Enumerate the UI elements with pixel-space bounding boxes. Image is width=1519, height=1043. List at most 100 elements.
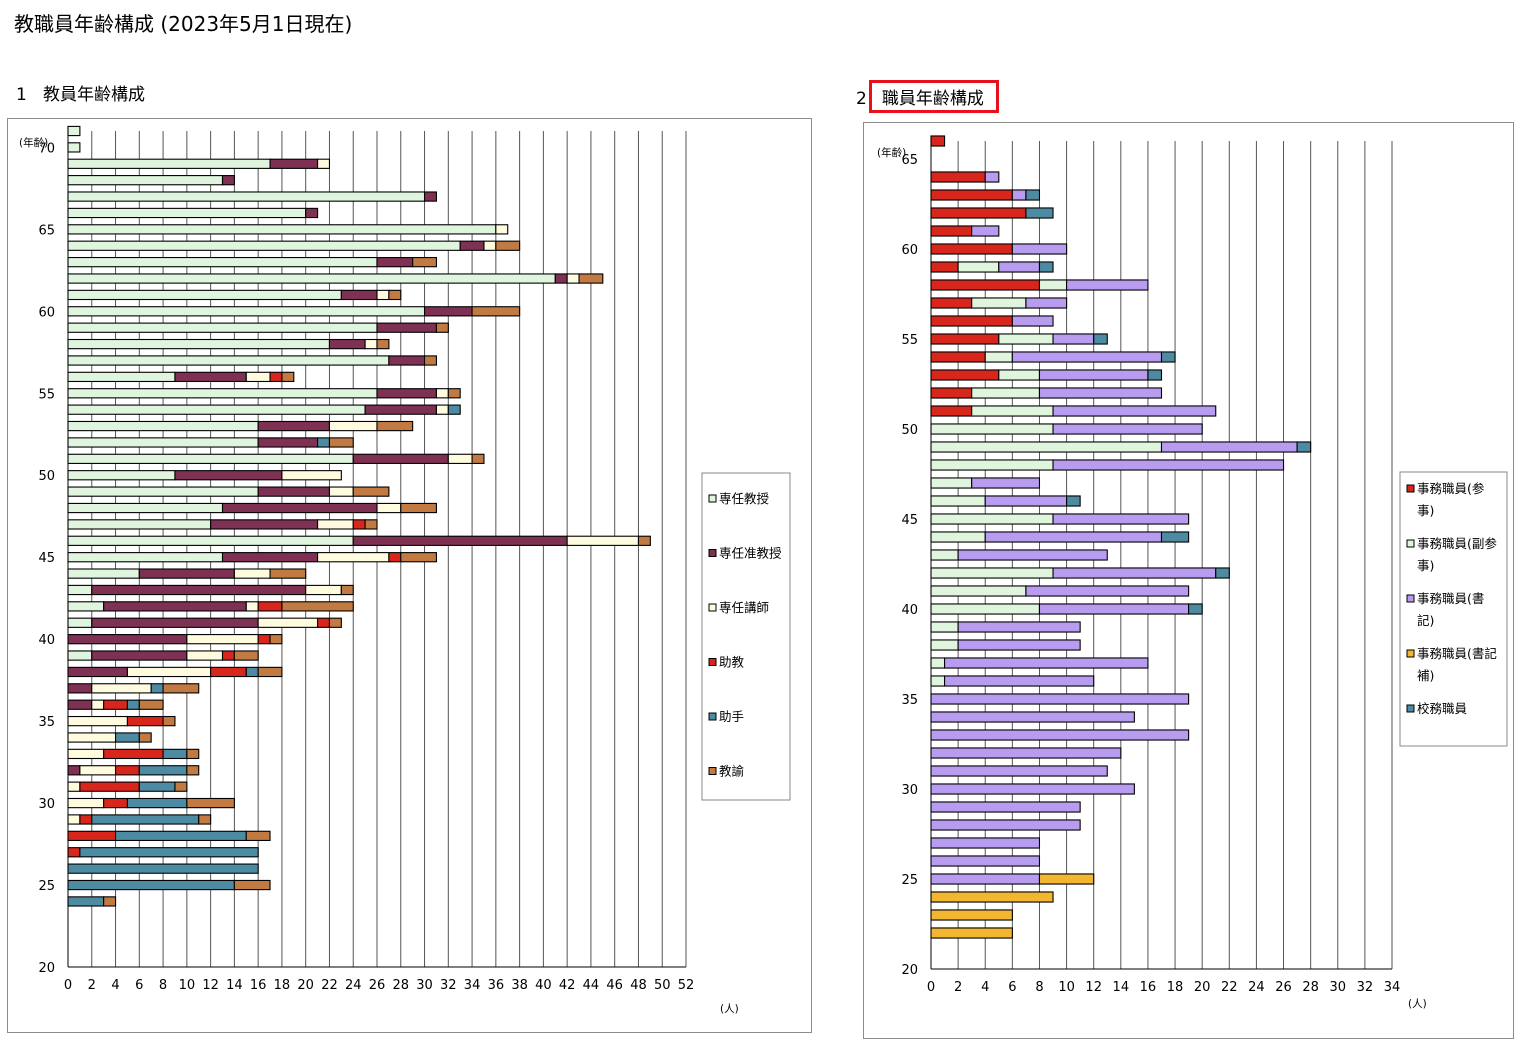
bar-0-age62-s5 — [578, 273, 604, 284]
bar-0-age31-s4 — [138, 781, 176, 792]
bar-0-age32-s2 — [79, 765, 117, 776]
bar-0-age55-s5 — [447, 388, 461, 399]
bar-1-age44-s4 — [1160, 531, 1190, 543]
bar-1-age25-s3 — [1038, 873, 1095, 885]
bar-0-age45-s3 — [388, 552, 402, 563]
y-tick-label: 20 — [38, 961, 55, 976]
bar-0-age47-s2 — [317, 519, 354, 530]
y-tick-label: 45 — [38, 551, 55, 566]
bar-0-age48-s1 — [221, 502, 378, 514]
x-tick-label: 36 — [488, 978, 505, 993]
x-tick-label: 12 — [1085, 980, 1102, 995]
bar-0-age52-s5 — [328, 437, 354, 448]
bar-1-age28-s2 — [930, 819, 1081, 831]
bar-1-age39-s1 — [930, 621, 959, 633]
bar-0-age36-s2 — [91, 699, 105, 710]
bar-0-age51-s0 — [67, 453, 354, 464]
bar-1-age25-s2 — [930, 873, 1041, 885]
x-tick-label: 32 — [1357, 980, 1374, 995]
bar-0-age57-s0 — [67, 355, 390, 366]
bar-1-age51-s1 — [971, 405, 1054, 417]
bar-1-age52-s0 — [930, 387, 973, 399]
x-tick-label: 20 — [297, 978, 314, 993]
bar-1-age52-s1 — [971, 387, 1041, 399]
bar-0-age68-s0 — [67, 175, 224, 186]
bar-0-age27-s3 — [67, 847, 81, 858]
bar-0-age68-s1 — [221, 175, 235, 186]
bar-0-age57-s1 — [388, 355, 426, 366]
bar-0-age44-s0 — [67, 568, 140, 579]
bar-0-age42-s5 — [281, 601, 354, 612]
bar-0-age40-s5 — [269, 634, 283, 645]
bar-0-age63-s0 — [67, 256, 378, 268]
bar-0-age46-s5 — [637, 535, 651, 546]
bar-0-age55-s2 — [435, 388, 449, 399]
y-tick-label: 70 — [38, 141, 55, 156]
bar-0-age64-s5 — [495, 240, 521, 251]
bar-0-age27-s4 — [79, 847, 259, 858]
y-tick-label: 60 — [38, 305, 55, 320]
bar-1-age50-s2 — [1052, 423, 1203, 435]
bar-1-age62-s4 — [1025, 207, 1054, 219]
bar-0-age28-s5 — [245, 830, 271, 842]
bar-1-age54-s0 — [930, 351, 986, 363]
bar-1-age52-s2 — [1038, 387, 1163, 399]
bar-1-age54-s4 — [1160, 351, 1176, 363]
bar-1-age47-s1 — [930, 477, 973, 489]
y-tick-label: 30 — [38, 797, 55, 812]
page-title: 教職員年齢構成 (2023年5月1日現在) — [14, 12, 353, 36]
bar-1-age43-s1 — [930, 549, 959, 561]
bar-0-age32-s1 — [67, 765, 81, 776]
x-tick-label: 0 — [64, 978, 72, 993]
bar-1-age63-s2 — [1011, 189, 1027, 201]
bar-0-age62-s0 — [67, 273, 556, 284]
legend-swatch — [1406, 539, 1415, 548]
bar-0-age26-s4 — [67, 863, 259, 874]
bar-0-age69-s2 — [317, 158, 331, 169]
bar-0-age55-s1 — [376, 388, 437, 399]
x-tick-label: 28 — [1302, 980, 1319, 995]
x-tick-label: 24 — [345, 978, 362, 993]
bar-0-age37-s2 — [91, 683, 152, 694]
bar-0-age67-s1 — [423, 191, 437, 202]
x-axis-title: (人) — [720, 1003, 739, 1015]
bar-0-age33-s4 — [162, 748, 188, 760]
bar-0-age31-s3 — [79, 781, 140, 792]
legend-swatch — [1406, 594, 1415, 603]
y-tick-label: 40 — [901, 603, 918, 618]
bar-0-age51-s1 — [352, 453, 449, 464]
y-tick-label: 30 — [901, 783, 918, 798]
bar-0-age35-s3 — [126, 715, 164, 727]
x-tick-label: 6 — [135, 978, 143, 993]
bar-1-age63-s0 — [930, 189, 1013, 201]
bar-1-age42-s2 — [1052, 567, 1217, 579]
bar-0-age24-s4 — [67, 896, 105, 907]
bar-0-age61-s0 — [67, 289, 342, 301]
bar-0-age56-s2 — [245, 371, 271, 383]
x-tick-label: 42 — [559, 978, 576, 993]
bar-0-age58-s0 — [67, 338, 331, 350]
x-axis-title: (人) — [1408, 998, 1427, 1010]
legend-label: 補) — [1417, 668, 1434, 683]
bar-1-age31-s2 — [930, 765, 1108, 777]
bar-0-age50-s1 — [174, 470, 283, 481]
bar-0-age42-s0 — [67, 601, 105, 612]
staff-chart-frame: 0 2 4 6 8 10 12 14 16 18 20 22 24 26 28 30 32 34 20 25 30 35 4… — [863, 122, 1514, 1039]
bar-0-age69-s0 — [67, 158, 271, 169]
bar-1-age51-s0 — [930, 405, 973, 417]
bar-1-age45-s2 — [1052, 513, 1190, 525]
bar-0-age48-s0 — [67, 502, 224, 514]
bar-1-age53-s2 — [1038, 369, 1149, 381]
bar-1-age66-s0 — [930, 135, 946, 147]
bar-0-age48-s2 — [376, 502, 402, 514]
legend-swatch — [708, 658, 717, 666]
bar-1-age49-s2 — [1160, 441, 1298, 453]
bar-1-age42-s1 — [930, 567, 1054, 579]
legend-label: 助手 — [719, 709, 744, 724]
x-tick-label: 50 — [654, 978, 671, 993]
bar-1-age46-s2 — [984, 495, 1068, 507]
bar-1-age38-s2 — [957, 639, 1081, 651]
bar-0-age30-s2 — [67, 797, 105, 809]
bar-1-age55-s4 — [1093, 333, 1108, 345]
legend-label: 事務職員(書記 — [1417, 646, 1497, 661]
